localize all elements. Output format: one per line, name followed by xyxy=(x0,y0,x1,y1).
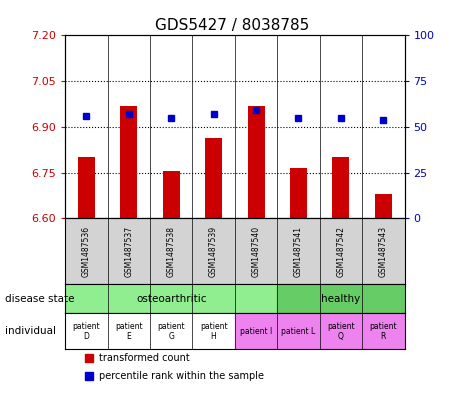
Text: healthy: healthy xyxy=(321,294,360,303)
Bar xyxy=(78,158,95,219)
Text: patient
G: patient G xyxy=(157,321,185,341)
Bar xyxy=(277,313,319,349)
Bar xyxy=(290,168,307,219)
Text: individual: individual xyxy=(5,326,56,336)
Bar xyxy=(65,284,277,313)
Text: patient
D: patient D xyxy=(73,321,100,341)
Bar xyxy=(150,313,193,349)
Text: GSM1487538: GSM1487538 xyxy=(166,226,176,277)
Text: percentile rank within the sample: percentile rank within the sample xyxy=(99,371,264,381)
Text: disease state: disease state xyxy=(5,294,74,303)
Text: osteoarthritic: osteoarthritic xyxy=(136,294,206,303)
Text: GSM1487537: GSM1487537 xyxy=(124,226,133,277)
Bar xyxy=(247,106,265,219)
Bar xyxy=(235,313,277,349)
Text: GSM1487539: GSM1487539 xyxy=(209,226,218,277)
Bar xyxy=(277,284,405,313)
Bar xyxy=(375,194,392,219)
Text: patient L: patient L xyxy=(281,327,316,336)
Bar xyxy=(205,138,222,219)
Bar xyxy=(362,313,405,349)
Text: GSM1487536: GSM1487536 xyxy=(82,226,91,277)
Bar xyxy=(332,158,349,219)
Text: patient
H: patient H xyxy=(200,321,227,341)
Text: patient
E: patient E xyxy=(115,321,143,341)
Bar xyxy=(320,313,362,349)
Text: GSM1487542: GSM1487542 xyxy=(336,226,345,277)
Bar xyxy=(163,171,179,219)
Text: GDS5427 / 8038785: GDS5427 / 8038785 xyxy=(155,18,310,33)
Text: GSM1487541: GSM1487541 xyxy=(294,226,303,277)
Text: GSM1487543: GSM1487543 xyxy=(379,226,388,277)
Text: patient
R: patient R xyxy=(370,321,397,341)
Bar xyxy=(193,313,235,349)
Bar xyxy=(65,313,107,349)
Text: patient
Q: patient Q xyxy=(327,321,355,341)
Text: transformed count: transformed count xyxy=(99,353,190,363)
Text: patient I: patient I xyxy=(240,327,272,336)
Text: GSM1487540: GSM1487540 xyxy=(252,226,260,277)
Bar xyxy=(107,313,150,349)
Bar xyxy=(120,106,137,219)
